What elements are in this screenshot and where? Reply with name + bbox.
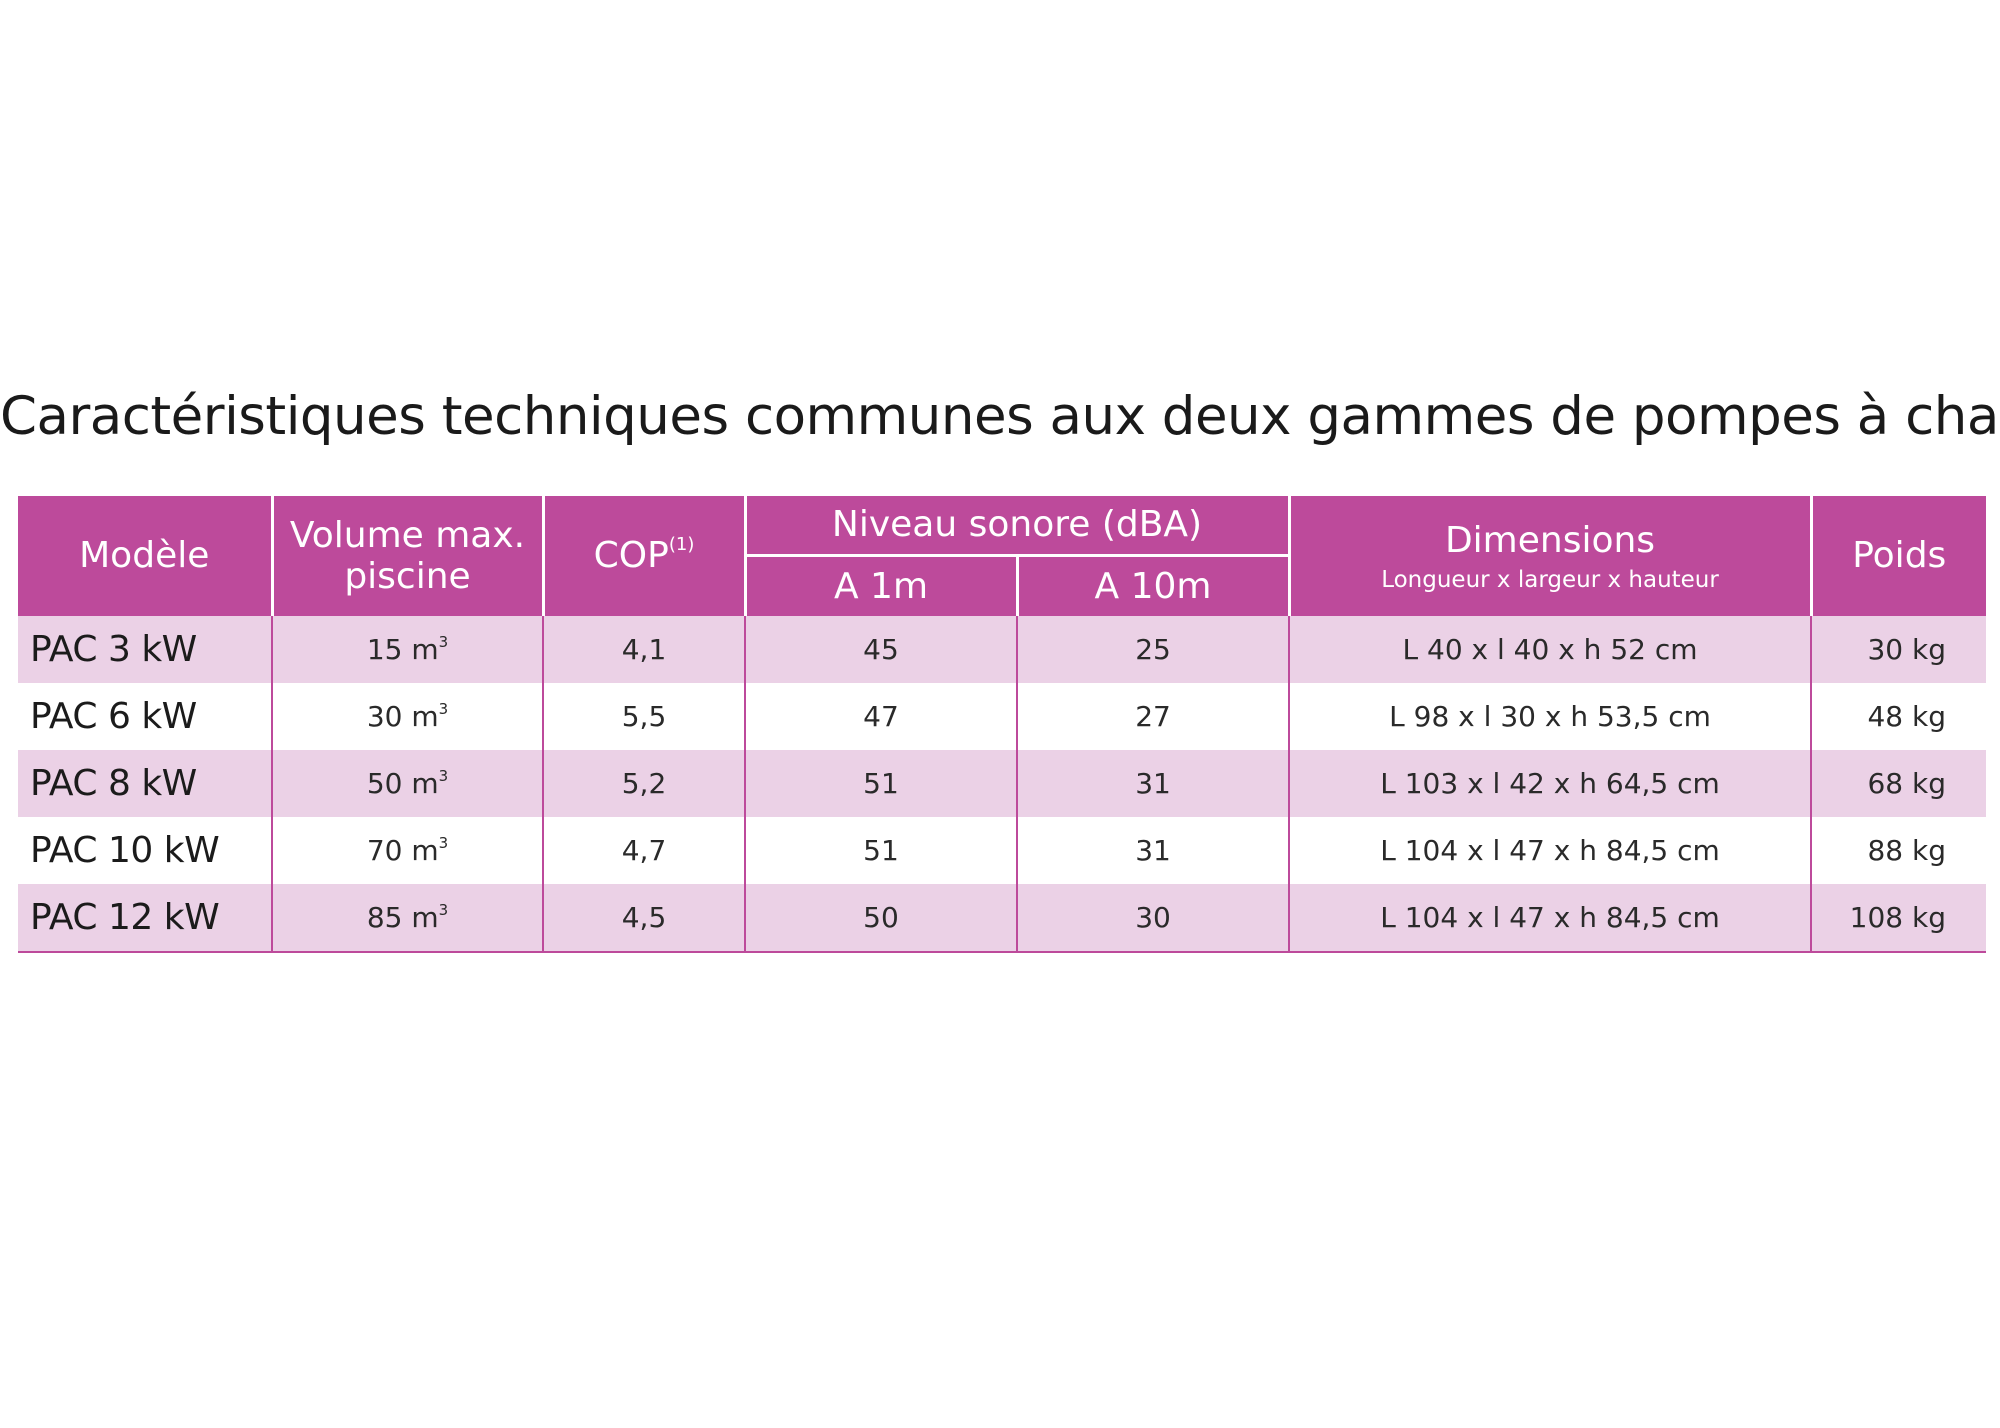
cell-cop: 4,1 — [542, 616, 746, 683]
header-noise-10m: A 10m — [1015, 554, 1290, 616]
cell-cop: 5,2 — [542, 750, 746, 817]
cell-noise-1m: 47 — [744, 683, 1018, 750]
cell-volume-unit-sup: 3 — [438, 699, 449, 718]
cell-weight: 68 kg — [1810, 750, 1987, 817]
cell-model: PAC 6 kW — [18, 683, 273, 750]
table-row: PAC 12 kW 85 m3 4,5 50 30 L 104 x l 47 x… — [18, 884, 1987, 953]
cell-volume: 15 m3 — [271, 616, 544, 683]
cell-cop: 4,7 — [542, 817, 746, 884]
cell-dimensions: L 104 x l 47 x h 84,5 cm — [1288, 884, 1813, 953]
cell-model: PAC 12 kW — [18, 884, 273, 953]
header-noise-1m: A 1m — [745, 554, 1019, 616]
cell-volume-unit-sup: 3 — [438, 632, 449, 651]
cell-volume-value: 85 m — [366, 901, 439, 934]
header-volume-line2: piscine — [344, 556, 471, 597]
cell-cop: 4,5 — [542, 884, 746, 953]
cell-weight: 88 kg — [1810, 817, 1987, 884]
cell-volume-unit-sup: 3 — [438, 766, 449, 785]
cell-dimensions: L 103 x l 42 x h 64,5 cm — [1288, 750, 1813, 817]
cell-volume: 50 m3 — [271, 750, 544, 817]
cell-noise-10m: 27 — [1015, 683, 1291, 750]
page-title: Caractéristiques techniques communes aux… — [0, 386, 2000, 447]
cell-volume-value: 70 m — [366, 834, 439, 867]
cell-weight: 48 kg — [1810, 683, 1987, 750]
header-cop-label: COP — [593, 535, 669, 577]
header-volume: Volume max. piscine — [270, 496, 545, 616]
cell-volume-unit-sup: 3 — [438, 900, 449, 919]
table-body: PAC 3 kW 15 m3 4,1 45 25 L 40 x l 40 x h… — [18, 616, 1987, 953]
cell-volume-value: 15 m — [366, 633, 439, 666]
cell-cop: 5,5 — [542, 683, 746, 750]
specs-table: Modèle Volume max. piscine COP(1) Niveau… — [18, 496, 1987, 953]
table-header: Modèle Volume max. piscine COP(1) Niveau… — [18, 496, 1987, 616]
cell-model: PAC 3 kW — [18, 616, 273, 683]
header-dimensions-sub: Longueur x largeur x hauteur — [1381, 566, 1719, 593]
cell-volume: 70 m3 — [271, 817, 544, 884]
cell-weight: 30 kg — [1810, 616, 1987, 683]
header-cop-footnote: (1) — [668, 534, 695, 556]
cell-noise-10m: 31 — [1015, 750, 1291, 817]
header-cop: COP(1) — [541, 496, 747, 616]
cell-noise-1m: 51 — [744, 817, 1018, 884]
header-dimensions-label: Dimensions — [1444, 520, 1656, 562]
cell-model: PAC 8 kW — [18, 750, 273, 817]
table-row: PAC 10 kW 70 m3 4,7 51 31 L 104 x l 47 x… — [18, 817, 1987, 884]
header-weight: Poids — [1809, 496, 1987, 616]
cell-dimensions: L 98 x l 30 x h 53,5 cm — [1288, 683, 1813, 750]
header-model-label: Modèle — [79, 535, 210, 577]
cell-noise-1m: 45 — [744, 616, 1018, 683]
cell-dimensions: L 104 x l 47 x h 84,5 cm — [1288, 817, 1813, 884]
cell-volume-value: 50 m — [366, 767, 439, 800]
header-dimensions: Dimensions Longueur x largeur x hauteur — [1287, 496, 1813, 616]
table-row: PAC 6 kW 30 m3 5,5 47 27 L 98 x l 30 x h… — [18, 683, 1987, 750]
cell-noise-1m: 50 — [744, 884, 1018, 953]
cell-volume: 30 m3 — [271, 683, 544, 750]
cell-volume: 85 m3 — [271, 884, 544, 953]
cell-noise-1m: 51 — [744, 750, 1018, 817]
header-volume-line1: Volume max. — [289, 514, 526, 556]
table-row: PAC 3 kW 15 m3 4,1 45 25 L 40 x l 40 x h… — [18, 616, 1987, 683]
header-model: Modèle — [18, 496, 274, 616]
cell-volume-unit-sup: 3 — [438, 833, 449, 852]
header-weight-label: Poids — [1852, 535, 1947, 577]
cell-noise-10m: 31 — [1015, 817, 1291, 884]
cell-noise-10m: 30 — [1015, 884, 1291, 953]
cell-model: PAC 10 kW — [18, 817, 273, 884]
cell-noise-10m: 25 — [1015, 616, 1291, 683]
header-noise-group: Niveau sonore (dBA) — [743, 496, 1291, 556]
cell-dimensions: L 40 x l 40 x h 52 cm — [1288, 616, 1813, 683]
cell-weight: 108 kg — [1810, 884, 1987, 953]
cell-volume-value: 30 m — [366, 700, 439, 733]
header-noise-group-label: Niveau sonore (dBA) — [831, 504, 1203, 546]
table-row: PAC 8 kW 50 m3 5,2 51 31 L 103 x l 42 x … — [18, 750, 1987, 817]
